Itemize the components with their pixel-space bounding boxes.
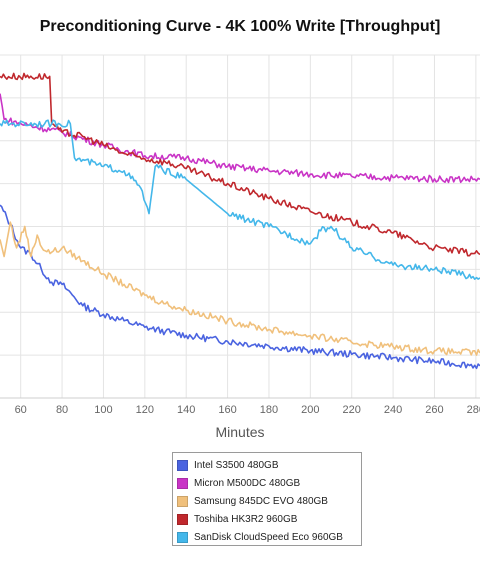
x-tick-label: 140	[177, 404, 195, 416]
x-tick-label: 100	[94, 404, 112, 416]
x-tick-label: 220	[343, 404, 361, 416]
legend-label: Samsung 845DC EVO 480GB	[194, 495, 328, 507]
legend-label: Micron M500DC 480GB	[194, 477, 301, 489]
x-tick-label: 80	[56, 404, 68, 416]
x-tick-label: 200	[301, 404, 319, 416]
legend-item: SanDisk CloudSpeed Eco 960GB	[177, 528, 361, 546]
series-line	[0, 72, 480, 257]
series-line	[0, 119, 480, 280]
series-line	[0, 204, 480, 370]
legend-label: Intel S3500 480GB	[194, 459, 279, 471]
x-tick-label: 180	[260, 404, 278, 416]
legend-item: Samsung 845DC EVO 480GB	[177, 492, 361, 510]
x-tick-label: 280	[467, 404, 480, 416]
legend-item: Intel S3500 480GB	[177, 456, 361, 474]
x-axis-label: Minutes	[215, 424, 265, 440]
legend: Intel S3500 480GB Micron M500DC 480GB Sams…	[172, 452, 362, 546]
legend-swatch	[177, 531, 188, 543]
legend-label: Toshiba HK3R2 960GB	[194, 513, 298, 525]
legend-label: SanDisk CloudSpeed Eco 960GB	[194, 531, 343, 543]
series-line	[0, 93, 480, 184]
legend-swatch	[177, 495, 188, 507]
legend-swatch	[177, 459, 188, 471]
legend-item: Micron M500DC 480GB	[177, 474, 361, 492]
series-line	[0, 221, 480, 356]
x-tick-label: 160	[218, 404, 236, 416]
plot-area: 60 80 100 120 140 160 180 200 220 240 260 280	[0, 54, 480, 416]
chart-title: Preconditioning Curve - 4K 100% Write [T…	[39, 18, 441, 35]
legend-swatch	[177, 513, 188, 525]
legend-swatch	[177, 477, 188, 489]
x-tick-label: 120	[136, 404, 154, 416]
x-tick-label: 240	[384, 404, 402, 416]
x-tick-label: 60	[15, 404, 27, 416]
legend-item: Toshiba HK3R2 960GB	[177, 510, 361, 528]
x-tick-label: 260	[425, 404, 443, 416]
